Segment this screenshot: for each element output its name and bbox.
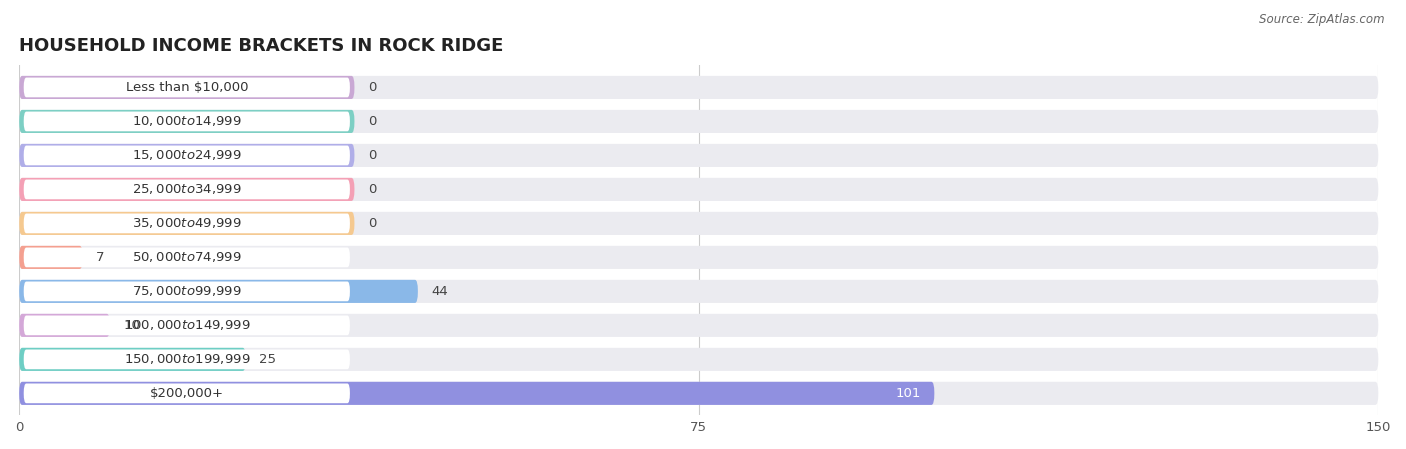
FancyBboxPatch shape xyxy=(24,282,350,301)
FancyBboxPatch shape xyxy=(20,110,1378,133)
Text: $150,000 to $199,999: $150,000 to $199,999 xyxy=(124,352,250,366)
Text: 0: 0 xyxy=(368,149,377,162)
Text: 44: 44 xyxy=(432,285,449,298)
Text: 10: 10 xyxy=(124,319,141,332)
FancyBboxPatch shape xyxy=(24,145,350,165)
Text: 0: 0 xyxy=(368,217,377,230)
FancyBboxPatch shape xyxy=(20,144,354,167)
FancyBboxPatch shape xyxy=(20,382,935,405)
FancyBboxPatch shape xyxy=(20,144,1378,167)
FancyBboxPatch shape xyxy=(20,76,354,99)
Text: $10,000 to $14,999: $10,000 to $14,999 xyxy=(132,114,242,128)
FancyBboxPatch shape xyxy=(20,348,1378,371)
FancyBboxPatch shape xyxy=(20,76,1378,99)
FancyBboxPatch shape xyxy=(20,246,1378,269)
FancyBboxPatch shape xyxy=(20,110,354,133)
Text: $200,000+: $200,000+ xyxy=(150,387,224,400)
FancyBboxPatch shape xyxy=(24,180,350,199)
FancyBboxPatch shape xyxy=(24,349,350,369)
Text: 7: 7 xyxy=(96,251,104,264)
FancyBboxPatch shape xyxy=(20,212,354,235)
FancyBboxPatch shape xyxy=(24,78,350,97)
Text: $100,000 to $149,999: $100,000 to $149,999 xyxy=(124,318,250,332)
Text: $15,000 to $24,999: $15,000 to $24,999 xyxy=(132,149,242,163)
FancyBboxPatch shape xyxy=(20,212,1378,235)
Text: 101: 101 xyxy=(896,387,921,400)
FancyBboxPatch shape xyxy=(20,178,1378,201)
FancyBboxPatch shape xyxy=(24,111,350,131)
Text: Source: ZipAtlas.com: Source: ZipAtlas.com xyxy=(1260,13,1385,26)
Text: 0: 0 xyxy=(368,81,377,94)
FancyBboxPatch shape xyxy=(20,246,83,269)
Text: $25,000 to $34,999: $25,000 to $34,999 xyxy=(132,182,242,196)
Text: 0: 0 xyxy=(368,183,377,196)
FancyBboxPatch shape xyxy=(20,314,1378,337)
FancyBboxPatch shape xyxy=(20,178,354,201)
FancyBboxPatch shape xyxy=(20,314,110,337)
Text: $35,000 to $49,999: $35,000 to $49,999 xyxy=(132,216,242,230)
FancyBboxPatch shape xyxy=(24,247,350,267)
Text: $50,000 to $74,999: $50,000 to $74,999 xyxy=(132,251,242,264)
FancyBboxPatch shape xyxy=(20,280,1378,303)
Text: 25: 25 xyxy=(259,353,277,366)
FancyBboxPatch shape xyxy=(20,348,246,371)
Text: 0: 0 xyxy=(368,115,377,128)
Text: HOUSEHOLD INCOME BRACKETS IN ROCK RIDGE: HOUSEHOLD INCOME BRACKETS IN ROCK RIDGE xyxy=(20,37,503,55)
Text: $75,000 to $99,999: $75,000 to $99,999 xyxy=(132,284,242,299)
FancyBboxPatch shape xyxy=(24,383,350,403)
Text: Less than $10,000: Less than $10,000 xyxy=(125,81,247,94)
FancyBboxPatch shape xyxy=(24,316,350,335)
FancyBboxPatch shape xyxy=(20,280,418,303)
FancyBboxPatch shape xyxy=(20,382,1378,405)
FancyBboxPatch shape xyxy=(24,214,350,233)
